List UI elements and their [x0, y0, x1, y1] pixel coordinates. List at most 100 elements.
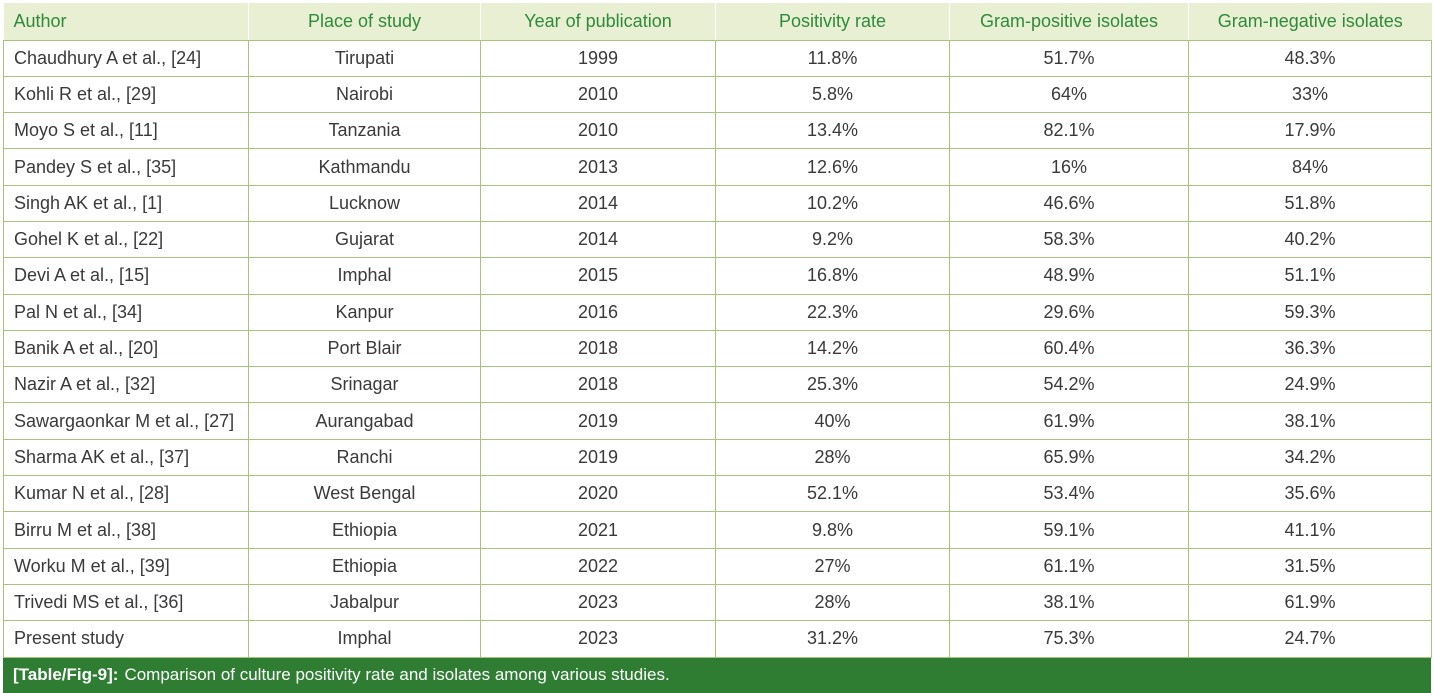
cell-place: Ethiopia [248, 511, 481, 549]
cell-positivity-rate: 5.8% [715, 75, 950, 114]
cell-gram-negative: 17.9% [1188, 112, 1432, 150]
cell-gram-negative: 41.1% [1188, 511, 1432, 549]
cell-gram-negative: 36.3% [1188, 329, 1432, 368]
table-row: Birru M et al., [38] Ethiopia 2021 9.8% 59.1… [3, 511, 1432, 549]
cell-place: Nairobi [248, 75, 481, 114]
cell-author: Banik A et al., [20] [3, 329, 249, 368]
cell-gram-negative: 31.5% [1188, 547, 1432, 585]
cell-author: Chaudhury A et al., [24] [3, 39, 249, 77]
cell-gram-positive: 65.9% [949, 438, 1189, 477]
header-year-of-publication: Year of publication [480, 3, 716, 41]
cell-gram-positive: 53.4% [949, 475, 1189, 513]
cell-place: Ranchi [248, 438, 481, 477]
table-row: Kohli R et al., [29] Nairobi 2010 5.8% 64% 33… [3, 75, 1432, 114]
cell-place: Tanzania [248, 112, 481, 150]
cell-author: Sawargaonkar M et al., [27] [3, 402, 249, 440]
cell-positivity-rate: 28% [715, 438, 950, 477]
table-row: Chaudhury A et al., [24] Tirupati 1999 11.8… [3, 39, 1432, 77]
cell-year: 2022 [480, 547, 716, 585]
cell-positivity-rate: 28% [715, 583, 950, 622]
cell-gram-positive: 60.4% [949, 329, 1189, 368]
table-row: Sharma AK et al., [37] Ranchi 2019 28% 65.9%… [3, 438, 1432, 477]
cell-place: Aurangabad [248, 402, 481, 440]
table-caption: [Table/Fig-9]: Comparison of culture pos… [3, 657, 1431, 693]
table-row: Singh AK et al., [1] Lucknow 2014 10.2% 46.6… [3, 184, 1432, 222]
cell-gram-positive: 48.9% [949, 257, 1189, 295]
cell-place: Imphal [248, 257, 481, 295]
cell-place: Imphal [248, 620, 481, 658]
cell-year: 2013 [480, 148, 716, 186]
header-positivity-rate: Positivity rate [715, 3, 950, 41]
cell-positivity-rate: 52.1% [715, 475, 950, 513]
table-row: Nazir A et al., [32] Srinagar 2018 25.3% 54.… [3, 366, 1432, 404]
cell-place: Kanpur [248, 293, 481, 331]
table-row: Devi A et al., [15] Imphal 2015 16.8% 48.9% 5… [3, 257, 1432, 295]
cell-author: Sharma AK et al., [37] [3, 438, 249, 477]
cell-gram-positive: 54.2% [949, 366, 1189, 404]
table-row: Pal N et al., [34] Kanpur 2016 22.3% 29.6% 59… [3, 293, 1432, 331]
cell-gram-negative: 38.1% [1188, 402, 1432, 440]
cell-author: Trivedi MS et al., [36] [3, 583, 249, 622]
cell-gram-positive: 82.1% [949, 112, 1189, 150]
cell-place: Lucknow [248, 184, 481, 222]
cell-gram-negative: 51.1% [1188, 257, 1432, 295]
cell-year: 2010 [480, 112, 716, 150]
cell-gram-positive: 58.3% [949, 220, 1189, 259]
cell-year: 2010 [480, 75, 716, 114]
cell-gram-negative: 84% [1188, 148, 1432, 186]
cell-year: 2014 [480, 220, 716, 259]
table-row: Present study Imphal 2023 31.2% 75.3% 24.7% [3, 620, 1432, 658]
cell-author: Kumar N et al., [28] [3, 475, 249, 513]
cell-gram-positive: 51.7% [949, 39, 1189, 77]
header-row: Author Place of study Year of publicatio… [3, 3, 1432, 41]
cell-author: Moyo S et al., [11] [3, 112, 249, 150]
cell-gram-positive: 61.1% [949, 547, 1189, 585]
cell-year: 2016 [480, 293, 716, 331]
cell-gram-positive: 46.6% [949, 184, 1189, 222]
cell-place: Port Blair [248, 329, 481, 368]
cell-author: Gohel K et al., [22] [3, 220, 249, 259]
cell-year: 2021 [480, 511, 716, 549]
cell-positivity-rate: 40% [715, 402, 950, 440]
table-row: Sawargaonkar M et al., [27] Aurangabad 201… [3, 402, 1432, 440]
cell-author: Worku M et al., [39] [3, 547, 249, 585]
cell-year: 2023 [480, 620, 716, 658]
comparison-table: Author Place of study Year of publicatio… [3, 3, 1432, 658]
cell-place: Gujarat [248, 220, 481, 259]
cell-gram-positive: 38.1% [949, 583, 1189, 622]
cell-author: Devi A et al., [15] [3, 257, 249, 295]
header-gram-positive-isolates: Gram-positive isolates [949, 3, 1189, 41]
cell-gram-positive: 59.1% [949, 511, 1189, 549]
cell-gram-negative: 48.3% [1188, 39, 1432, 77]
cell-gram-negative: 40.2% [1188, 220, 1432, 259]
table-row: Pandey S et al., [35] Kathmandu 2013 12.6% 1… [3, 148, 1432, 186]
cell-gram-negative: 24.7% [1188, 620, 1432, 658]
cell-year: 2023 [480, 583, 716, 622]
cell-place: Tirupati [248, 39, 481, 77]
table-row: Worku M et al., [39] Ethiopia 2022 27% 61.1%… [3, 547, 1432, 585]
cell-gram-negative: 35.6% [1188, 475, 1432, 513]
cell-positivity-rate: 22.3% [715, 293, 950, 331]
cell-positivity-rate: 31.2% [715, 620, 950, 658]
table-body: Chaudhury A et al., [24] Tirupati 1999 11.8… [3, 39, 1432, 658]
table-row: Gohel K et al., [22] Gujarat 2014 9.2% 58.3%… [3, 220, 1432, 259]
cell-gram-positive: 29.6% [949, 293, 1189, 331]
caption-label: [Table/Fig-9]: [13, 665, 119, 685]
table-row: Banik A et al., [20] Port Blair 2018 14.2% 6… [3, 329, 1432, 368]
cell-place: Jabalpur [248, 583, 481, 622]
cell-author: Present study [3, 620, 249, 658]
cell-year: 2014 [480, 184, 716, 222]
cell-gram-negative: 61.9% [1188, 583, 1432, 622]
cell-positivity-rate: 25.3% [715, 366, 950, 404]
table-row: Kumar N et al., [28] West Bengal 2020 52.1%… [3, 475, 1432, 513]
cell-author: Pal N et al., [34] [3, 293, 249, 331]
cell-year: 2020 [480, 475, 716, 513]
cell-place: Kathmandu [248, 148, 481, 186]
cell-author: Kohli R et al., [29] [3, 75, 249, 114]
cell-gram-negative: 34.2% [1188, 438, 1432, 477]
cell-year: 2019 [480, 438, 716, 477]
cell-year: 2018 [480, 366, 716, 404]
cell-gram-negative: 59.3% [1188, 293, 1432, 331]
cell-year: 2015 [480, 257, 716, 295]
header-gram-negative-isolates: Gram-negative isolates [1188, 3, 1432, 41]
